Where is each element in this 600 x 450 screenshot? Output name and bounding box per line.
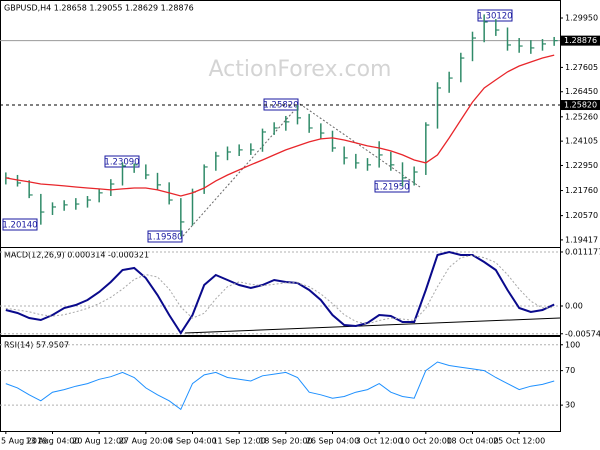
x-tick-label: 27 Aug 20:00 xyxy=(119,437,173,446)
y-tick-label: 0.011177 xyxy=(565,247,600,256)
x-tick-label: 25 Oct 12:00 xyxy=(493,437,545,446)
annotation-box xyxy=(263,98,299,111)
y-tick-label: 1.20570 xyxy=(565,211,598,220)
chart-title: MACD(12,26,9) 0.000314 -0.000321 xyxy=(4,251,149,260)
y-tick-label: 1.25260 xyxy=(565,112,598,121)
y-tick-label: 100 xyxy=(565,340,580,349)
y-tick-label: 1.24105 xyxy=(565,137,598,146)
y-tick-label: 30 xyxy=(565,401,575,410)
x-tick-label: 18 Oct 04:00 xyxy=(446,437,498,446)
y-tick-label: 70 xyxy=(565,366,575,375)
chart-title: GBPUSD,H4 1.28658 1.29055 1.28629 1.2887… xyxy=(4,4,194,13)
x-tick-label: 20 Aug 12:00 xyxy=(72,437,126,446)
x-tick-label: 5 Aug 2019 xyxy=(1,437,47,446)
trend-line xyxy=(299,103,421,188)
watermark: ActionForex.com xyxy=(209,57,392,82)
y-tick-label: 1.22950 xyxy=(565,161,598,170)
y-tick-label: 1.27605 xyxy=(565,63,598,72)
series-line xyxy=(5,254,555,325)
pane-frame xyxy=(0,247,561,336)
x-tick-label: 18 Sep 20:00 xyxy=(259,437,312,446)
annotation-box xyxy=(147,230,183,243)
series-line xyxy=(5,250,555,335)
x-tick-label: 26 Sep 04:00 xyxy=(306,437,359,446)
price-label: 1.25820 xyxy=(564,101,597,110)
y-tick-label: 1.26450 xyxy=(565,87,598,96)
annotation-box xyxy=(477,9,513,22)
annotation: 1.30120 xyxy=(477,12,512,22)
trend-line xyxy=(182,103,301,237)
annotation: 1.25820 xyxy=(263,101,298,111)
annotation: 1.23090 xyxy=(104,158,139,168)
annotation: 1.19580 xyxy=(147,233,182,243)
annotations: 1.30120 1.25820 1.23090 1.21950 1.20140 … xyxy=(2,9,513,243)
annotation: 1.20140 xyxy=(2,221,37,231)
x-tick-label: 4 Sep 04:00 xyxy=(168,437,216,446)
y-tick-label: 1.19417 xyxy=(565,235,598,244)
price-label-box xyxy=(561,35,600,46)
x-tick-label: 3 Oct 12:00 xyxy=(356,437,403,446)
y-tick-label: 0.00 xyxy=(565,302,583,311)
price-label: 1.28876 xyxy=(564,36,597,45)
annotation-box xyxy=(2,218,38,231)
pane-frame xyxy=(0,336,561,432)
y-tick-label: -0.005746 xyxy=(565,329,600,338)
x-tick-label: 11 Sep 12:00 xyxy=(212,437,265,446)
series-line xyxy=(5,361,555,411)
annotation: 1.21950 xyxy=(374,183,409,193)
x-tick-label: 13 Aug 04:00 xyxy=(26,437,80,446)
price-label-box xyxy=(561,100,600,111)
moving-average xyxy=(5,54,555,197)
y-tick-label: 1.21760 xyxy=(565,186,598,195)
y-tick-label: 1.29950 xyxy=(565,14,598,23)
x-tick-label: 10 Oct 20:00 xyxy=(400,437,452,446)
annotation-box xyxy=(374,180,410,193)
trend-line xyxy=(184,317,561,334)
